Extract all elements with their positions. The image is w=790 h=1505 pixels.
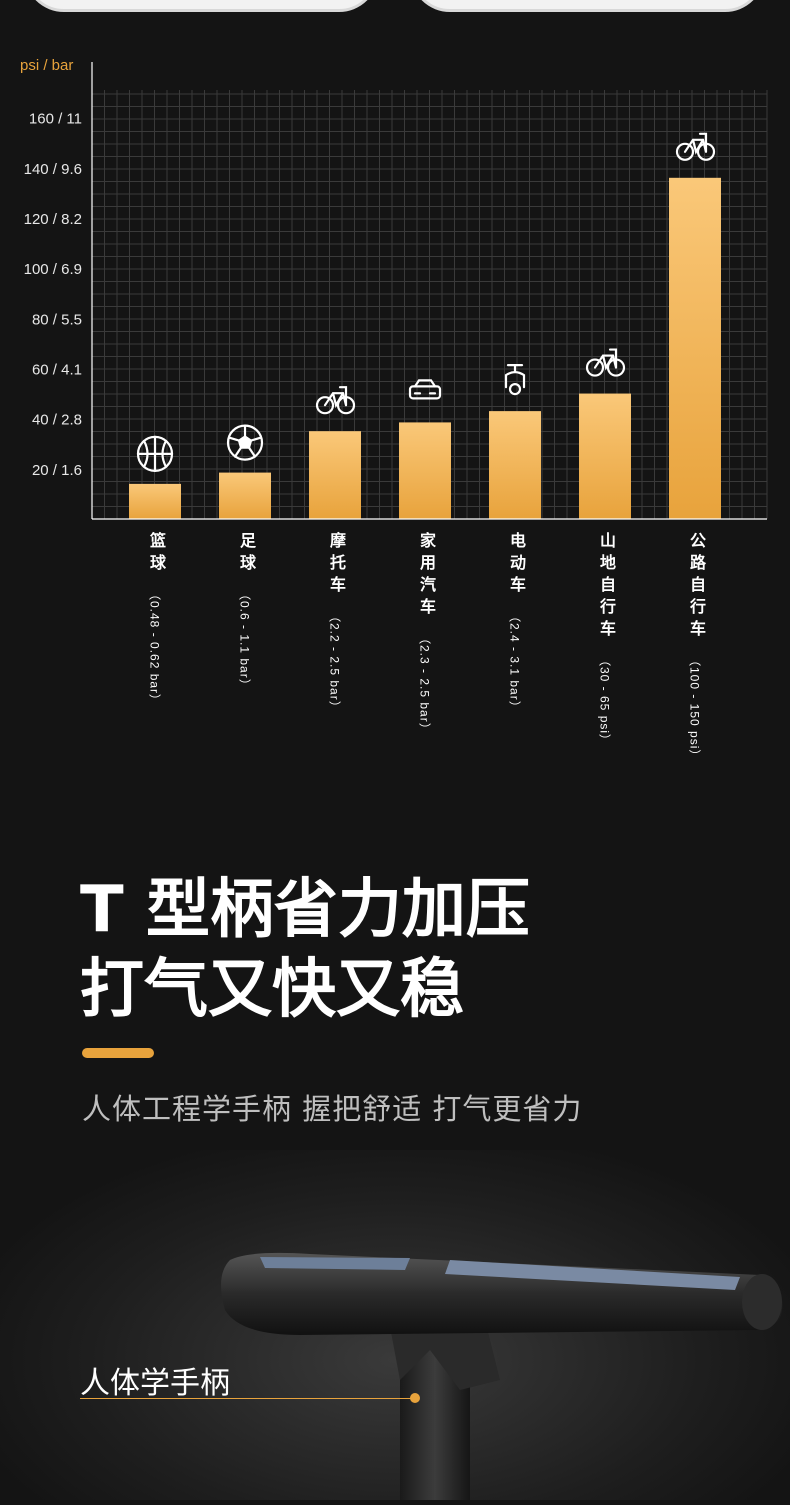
t-handle-illustration — [221, 1252, 783, 1500]
bar-2 — [219, 472, 271, 519]
soccer-ball-icon — [226, 424, 264, 461]
category-pressure-range: （0.6 - 1.1 bar） — [237, 588, 252, 692]
category-name: 电动车 — [507, 532, 524, 598]
y-tick-label: 120 / 8.2 — [24, 211, 82, 228]
category-pressure-range: （30 - 65 psi） — [597, 654, 612, 748]
category-name: 家用汽车 — [417, 532, 434, 620]
category-pressure-range: （100 - 150 psi） — [687, 654, 702, 763]
category-label-5: 电动车 （2.4 - 3.1 bar） — [495, 532, 535, 714]
headline: T 型柄省力加压 打气又快又稳 — [80, 870, 530, 1030]
category-name: 篮球 — [147, 532, 164, 576]
y-tick-label: 40 / 2.8 — [32, 412, 82, 429]
bar-1 — [129, 483, 181, 519]
bar-7 — [669, 177, 721, 520]
mountain-bike-icon — [585, 348, 626, 377]
category-pressure-range: （2.2 - 2.5 bar） — [327, 610, 342, 714]
subheadline: 人体工程学手柄 握把舒适 打气更省力 — [82, 1092, 583, 1126]
callout-line — [80, 1398, 414, 1399]
headline-line-1: T 型柄省力加压 — [80, 873, 530, 947]
category-name: 公路自行车 — [687, 532, 704, 642]
category-label-2: 足球 （0.6 - 1.1 bar） — [225, 532, 265, 692]
category-label-7: 公路自行车 （100 - 150 psi） — [675, 532, 715, 762]
pressure-bar-chart: 160 / 11 140 / 9.6 120 / 8.2 100 / 6.9 80 / … — [24, 62, 768, 520]
y-tick-label: 80 / 5.5 — [32, 311, 82, 328]
basketball-icon — [136, 435, 174, 472]
callout-label: 人体学手柄 — [80, 1366, 230, 1401]
category-pressure-range: （2.4 - 3.1 bar） — [507, 610, 522, 714]
category-name: 摩托车 — [327, 532, 344, 598]
category-name: 足球 — [237, 532, 254, 576]
y-tick-label: 60 / 4.1 — [32, 361, 82, 378]
motorbike-icon — [315, 386, 356, 415]
category-label-6: 山地自行车 （30 - 65 psi） — [585, 532, 625, 747]
y-axis-unit-label: psi / bar — [20, 57, 74, 74]
category-label-3: 摩托车 （2.2 - 2.5 bar） — [315, 532, 355, 714]
category-pressure-range: （0.48 - 0.62 bar） — [147, 588, 162, 708]
bar-5 — [489, 411, 541, 519]
bar-3 — [309, 431, 361, 519]
category-name: 山地自行车 — [597, 532, 614, 642]
bar-4 — [399, 422, 451, 519]
car-icon — [408, 379, 442, 400]
callout-dot — [410, 1393, 420, 1403]
category-pressure-range: （2.3 - 2.5 bar） — [417, 632, 432, 736]
y-tick-label: 100 / 6.9 — [24, 261, 82, 278]
headline-line-2: 打气又快又稳 — [80, 953, 464, 1027]
accent-divider — [82, 1048, 154, 1058]
bar-6 — [579, 393, 631, 519]
road-bike-icon — [675, 132, 716, 161]
y-tick-label: 160 / 11 — [29, 111, 82, 128]
pump-handle-image — [0, 1150, 790, 1500]
category-label-1: 篮球 （0.48 - 0.62 bar） — [135, 532, 175, 707]
scooter-icon — [504, 364, 526, 396]
y-tick-label: 20 / 1.6 — [32, 462, 82, 479]
y-tick-label: 140 / 9.6 — [24, 161, 82, 178]
category-label-4: 家用汽车 （2.3 - 2.5 bar） — [405, 532, 445, 736]
